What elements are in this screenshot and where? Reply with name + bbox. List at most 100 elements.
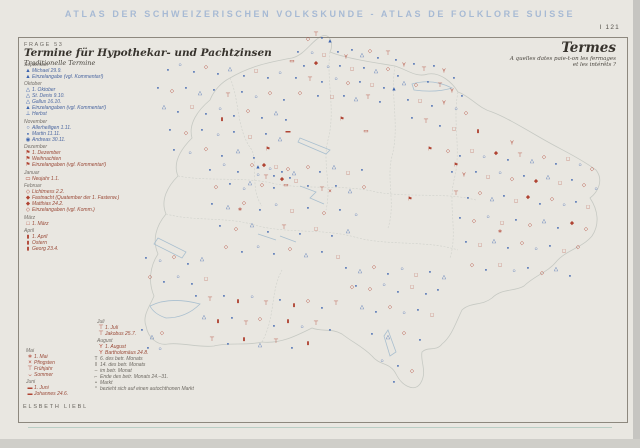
map-symbol: ⊤ bbox=[307, 77, 313, 83]
legend-symbol-bo3-icon: △ bbox=[25, 99, 31, 105]
map-symbol: □ bbox=[498, 262, 502, 269]
map-symbol: ◆ bbox=[313, 60, 319, 67]
map-symbol: ● bbox=[438, 123, 442, 128]
map-symbol: ● bbox=[392, 379, 396, 384]
map-symbol: △ bbox=[273, 110, 279, 117]
map-symbol: ● bbox=[204, 111, 208, 116]
legend-symbol-rx-icon: × bbox=[28, 359, 32, 366]
map-symbol: ● bbox=[146, 345, 150, 350]
legend-item: Y 1. August bbox=[97, 344, 177, 350]
map-symbol: △ bbox=[529, 158, 535, 165]
legend-item: ▲Einzelangabe (vgl. Kommentar!) bbox=[24, 74, 154, 80]
map-symbol: × bbox=[328, 189, 332, 195]
map-symbol: ● bbox=[230, 315, 234, 320]
map-symbol: ● bbox=[226, 341, 230, 346]
map-symbol: ⚑ bbox=[453, 162, 459, 169]
map-symbol: ● bbox=[162, 279, 166, 284]
legend-item-label: 1. April bbox=[32, 234, 48, 240]
map-symbol: ◇ bbox=[445, 148, 451, 155]
map-symbol: △ bbox=[227, 66, 233, 73]
map-symbol: ● bbox=[376, 55, 380, 60]
map-symbol: ◇ bbox=[257, 316, 263, 323]
map-symbol: ● bbox=[418, 337, 422, 342]
map-symbol: △ bbox=[541, 218, 547, 225]
map-symbol: ● bbox=[370, 331, 374, 336]
map-symbol: ⊤ bbox=[263, 175, 269, 181]
map-symbol: ● bbox=[302, 63, 306, 68]
map-symbol: ▬ bbox=[285, 128, 291, 135]
plate-reference: I 121 bbox=[599, 24, 620, 31]
map-symbol: △ bbox=[385, 334, 391, 341]
map-symbol: □ bbox=[478, 242, 482, 249]
map-symbol: ● bbox=[538, 201, 542, 206]
legend-symbol-rb-icon: ▮ bbox=[26, 234, 30, 240]
legend-item-label: Ostern bbox=[32, 240, 48, 246]
legend-item: ⚑ Weihnachten bbox=[24, 156, 154, 162]
map-symbol: ○ bbox=[268, 166, 272, 173]
map-symbol: △ bbox=[235, 148, 241, 155]
map-symbol: ● bbox=[432, 63, 436, 68]
map-symbol: △ bbox=[347, 188, 353, 195]
map-symbol: △ bbox=[491, 238, 497, 245]
map-symbol: □ bbox=[294, 178, 298, 185]
map-symbol: ● bbox=[358, 79, 362, 84]
map-symbol: ○ bbox=[300, 324, 304, 331]
legend-item: × Pfingsten bbox=[26, 360, 96, 366]
map-symbol: ● bbox=[140, 327, 144, 332]
map-symbol: ● bbox=[208, 167, 212, 172]
legend-item-label: 1. Mai bbox=[34, 353, 48, 360]
legend-item-label: Sommer bbox=[34, 371, 53, 378]
map-symbol: ◇ bbox=[147, 274, 153, 281]
legend-item-label: Pfingsten bbox=[34, 359, 55, 366]
map-symbol: △ bbox=[553, 266, 559, 273]
map-symbol: ○ bbox=[256, 244, 260, 251]
legend-months-juli-august: Juli ⊤1. Juli ⊤Jakobus 25.7. August Y 1. Augu… bbox=[97, 317, 177, 357]
map-symbol: ⊤ bbox=[281, 225, 287, 231]
legend-symbol-bo-icon: △ bbox=[25, 87, 31, 93]
legend-symbol-bt-icon: ▲ bbox=[25, 105, 31, 111]
legend-item: • Markt bbox=[92, 380, 232, 386]
legend-item-label: Neujahr 1.1. bbox=[32, 175, 60, 182]
map-symbol: ● bbox=[396, 73, 400, 78]
map-symbol: ○ bbox=[562, 202, 566, 209]
map-symbol: Y bbox=[450, 88, 454, 95]
legend-item: ▲Einzelangaben (vgl. Kommentar!) bbox=[24, 105, 154, 111]
legend-symbol-g3-icon: – bbox=[94, 368, 98, 374]
map-symbol: ● bbox=[232, 129, 236, 134]
map-symbol: ○ bbox=[188, 150, 192, 157]
map-symbol: □ bbox=[254, 68, 258, 75]
subtitle-french: A quelles dates paie-t-on les fermages e… bbox=[510, 56, 616, 68]
legend-item-label: Matthias 24.2. bbox=[32, 201, 64, 207]
legend-item-label: 1. Juni bbox=[34, 385, 49, 391]
map-symbol: ● bbox=[382, 85, 386, 90]
map-symbol: ⊤ bbox=[421, 67, 427, 73]
map-symbol: ● bbox=[506, 245, 510, 250]
map-symbol: ○ bbox=[382, 282, 386, 289]
legend-item: △ Gallus 16.10. bbox=[24, 99, 154, 105]
legend-symbol-rg-icon: ⚑ bbox=[25, 156, 31, 162]
bottom-rule bbox=[28, 427, 612, 428]
map-symbol: ● bbox=[338, 207, 342, 212]
legend-symbol-rr-icon: ▭ bbox=[25, 175, 31, 182]
map-symbol: ● bbox=[450, 169, 454, 174]
map-symbol: ○ bbox=[216, 132, 220, 139]
legend-item-label: Andreas 30.11. bbox=[32, 136, 66, 143]
map-symbol: ● bbox=[284, 117, 288, 122]
map-symbol: ● bbox=[320, 35, 324, 40]
map-symbol: Y bbox=[442, 100, 446, 107]
legend-symbol-rY-icon: Y bbox=[99, 350, 103, 356]
legend-item: ▬ Johannes 24.6. bbox=[26, 391, 96, 397]
legend-item-label: 14. des betr. Monats bbox=[100, 362, 146, 368]
map-symbol: ▮ bbox=[306, 340, 310, 347]
map-symbol: ● bbox=[506, 157, 510, 162]
legend-symbol-rd-icon: ◇ bbox=[25, 207, 31, 213]
legend-item-label: Fastnacht (Quatember der 1. Fastenw.) bbox=[32, 195, 120, 201]
map-symbol: ● bbox=[240, 249, 244, 254]
legend-general-symbols: T 6. des betr. Monats ‖ 14. des betr. Monat… bbox=[92, 356, 232, 392]
legend-item: ◆ Matthias 24.2. bbox=[24, 201, 154, 207]
map-symbol: ◇ bbox=[249, 162, 255, 169]
map-symbol: △ bbox=[345, 228, 351, 235]
map-symbol: △ bbox=[225, 204, 231, 211]
map-symbol: ● bbox=[320, 305, 324, 310]
legend-symbol-bo2-icon: △ bbox=[25, 93, 31, 99]
